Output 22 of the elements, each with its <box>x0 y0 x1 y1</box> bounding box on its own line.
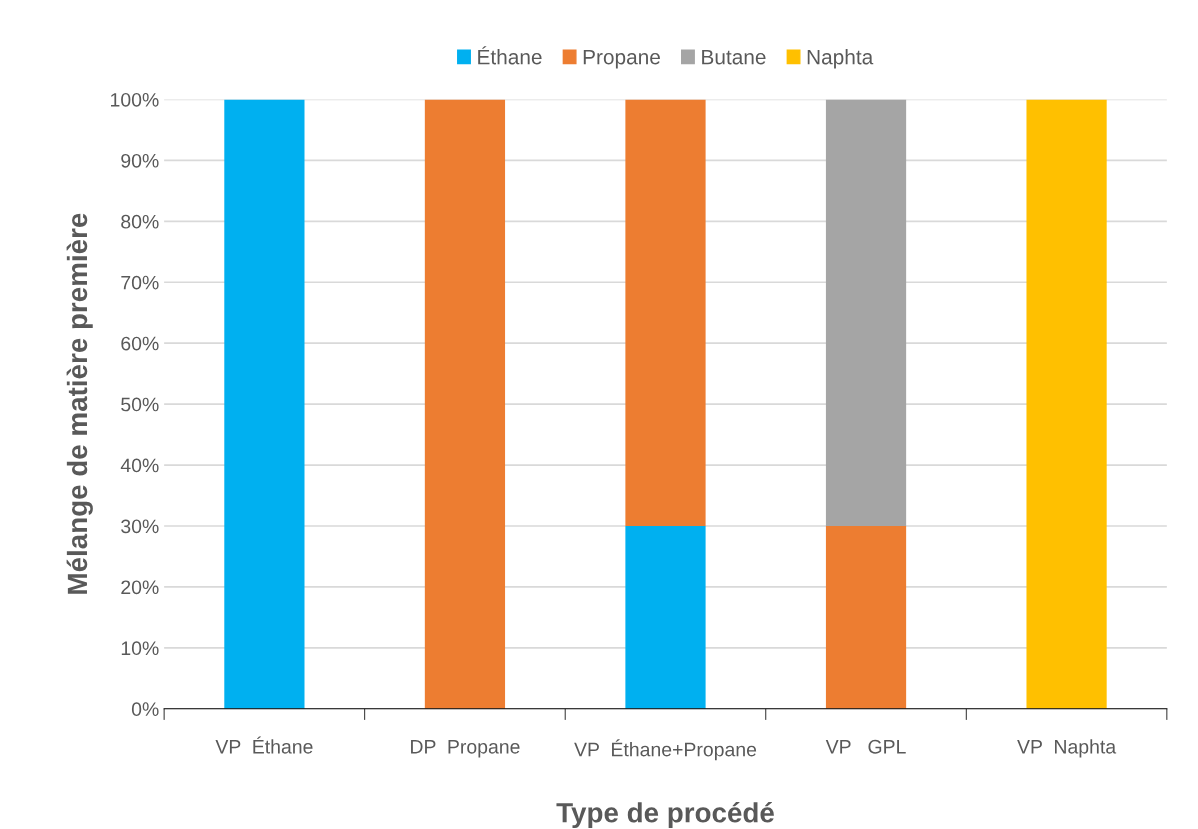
y-tick-label: 20% <box>121 580 159 595</box>
y-tick-label: 30% <box>121 519 159 534</box>
x-axis-title: Type de procédé <box>556 801 774 829</box>
x-tick-label: VP Naphta <box>1017 739 1117 758</box>
y-tick-label: 40% <box>120 458 159 473</box>
legend-label: Butane <box>702 49 766 65</box>
y-tick-label: 50% <box>121 397 159 412</box>
y-tick-label: 80% <box>121 214 159 229</box>
x-tick-label: DP Propane <box>411 740 520 758</box>
x-tick-label: VP Éthane <box>215 736 313 754</box>
y-tick-label: 0% <box>131 702 159 717</box>
y-tick-label: 90% <box>121 153 159 168</box>
y-tick-label: 70% <box>121 275 159 290</box>
x-tick-label: VP GPL <box>825 739 906 754</box>
legend-label: Propane <box>583 49 660 69</box>
y-tick-label: 10% <box>121 641 159 656</box>
legend-label: Éthane <box>478 46 542 65</box>
y-tick-label: 60% <box>121 336 159 351</box>
x-tick-label: VP Éthane+Propane <box>574 739 757 761</box>
legend-label: Naphta <box>807 49 874 69</box>
y-tick-label: 100% <box>111 92 159 107</box>
y-axis-title: Mélange de matière première <box>66 213 93 594</box>
